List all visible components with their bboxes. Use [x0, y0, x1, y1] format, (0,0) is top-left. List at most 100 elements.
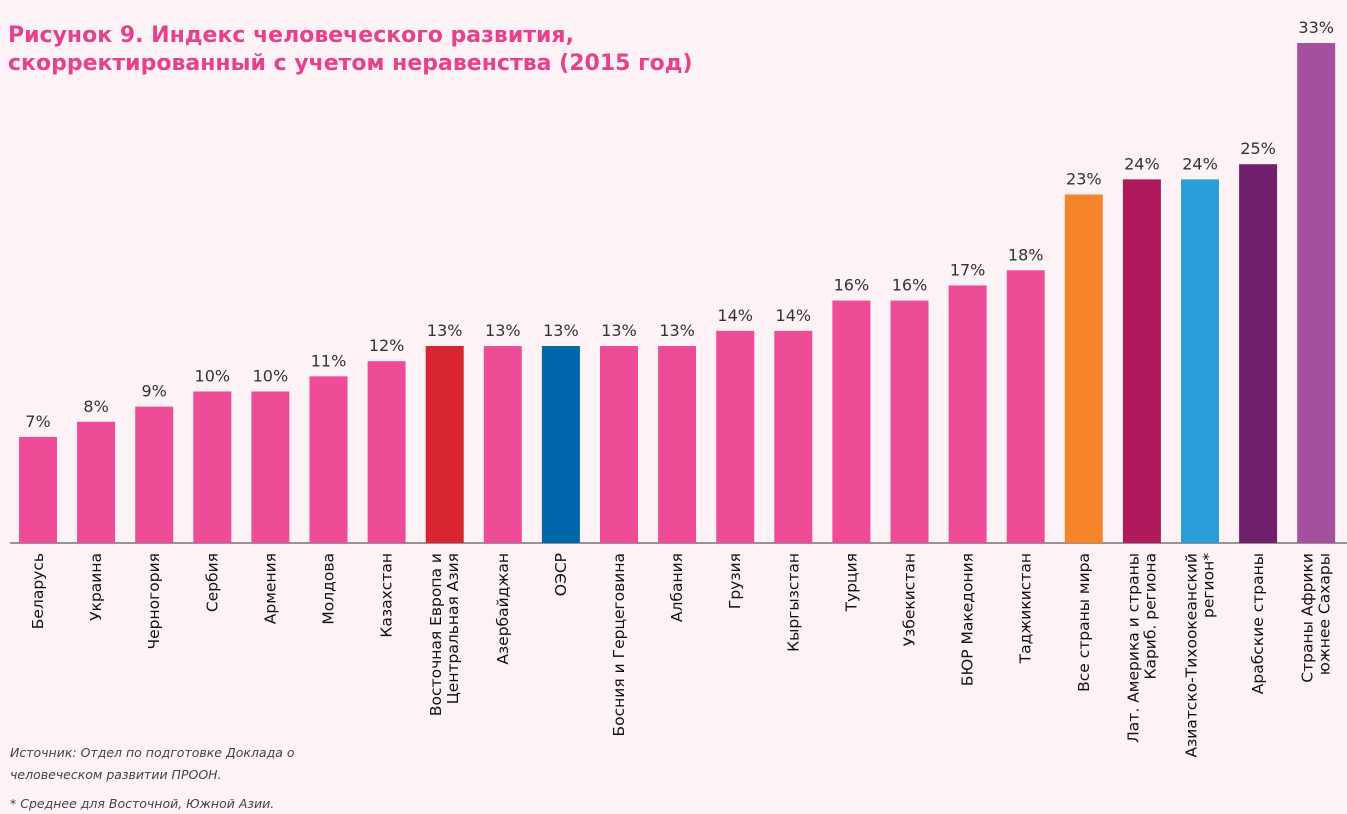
text-line: Армения — [261, 553, 279, 624]
value-label: 16% — [892, 276, 928, 295]
x-tick-label: Восточная Европа иЦентральная Азия — [427, 553, 462, 716]
text-line: Беларусь — [29, 553, 47, 629]
x-tick-label: Молдова — [319, 553, 337, 625]
text-line: Кыргызстан — [784, 553, 802, 652]
bar — [1297, 43, 1336, 543]
x-tick-label: Черногория — [145, 553, 163, 649]
text-line: Украина — [87, 553, 105, 621]
text-line: * Среднее для Восточной, Южной Азии. — [10, 796, 274, 811]
text-line: Молдова — [319, 553, 337, 625]
bar — [832, 300, 871, 543]
x-tick-label: Грузия — [726, 553, 744, 609]
value-label: 12% — [369, 336, 405, 355]
x-tick-label: Арабские страны — [1249, 553, 1267, 694]
text-line: Лат. Америка и страны — [1124, 553, 1142, 743]
text-line: Центральная Азия — [444, 553, 462, 704]
value-label: 14% — [776, 306, 812, 325]
text-line: скорректированный с учетом неравенства (… — [8, 51, 693, 76]
value-label: 24% — [1124, 154, 1160, 173]
bar — [948, 285, 987, 543]
bar — [77, 421, 116, 543]
text-line: Кариб. региона — [1141, 553, 1159, 680]
text-line: Арабские страны — [1249, 553, 1267, 694]
bar — [425, 346, 464, 543]
value-label: 14% — [717, 306, 753, 325]
text-line: Источник: Отдел по подготовке Доклада о — [10, 745, 295, 760]
text-line: БЮР Македония — [958, 553, 976, 686]
text-line: Босния и Герцеговина — [610, 553, 628, 736]
x-tick-label: Азербайджан — [493, 553, 511, 665]
text-line: Азербайджан — [493, 553, 511, 665]
text-line: Турция — [842, 553, 860, 612]
x-tick-label: Беларусь — [29, 553, 47, 629]
bar — [1006, 270, 1045, 543]
text-line: Все страны мира — [1074, 553, 1092, 692]
x-tick-label: Казахстан — [377, 553, 395, 638]
text-line: Таджикистан — [1016, 553, 1034, 664]
text-line: южнее Сахары — [1315, 553, 1333, 675]
value-label: 7% — [25, 412, 50, 431]
text-line: Албания — [668, 553, 686, 622]
x-tick-label: Албания — [668, 553, 686, 622]
x-tick-label: Азиатско-Тихоокеанскийрегион* — [1182, 553, 1217, 758]
text-line: Грузия — [726, 553, 744, 609]
bar — [716, 330, 755, 543]
text-line: Азиатско-Тихоокеанский — [1182, 553, 1200, 758]
bar — [600, 346, 638, 543]
value-label: 23% — [1066, 170, 1102, 189]
x-tick-label: Кыргызстан — [784, 553, 802, 652]
value-label: 16% — [834, 276, 870, 295]
bar — [309, 376, 348, 543]
value-label: 10% — [195, 366, 231, 385]
x-tick-label: Армения — [261, 553, 279, 624]
x-tick-label: Украина — [87, 553, 105, 621]
bar — [774, 330, 813, 543]
value-label: 33% — [1298, 18, 1334, 37]
text-line: Восточная Европа и — [427, 553, 445, 716]
bar — [1064, 194, 1103, 544]
bar — [483, 346, 522, 543]
source-note: Источник: Отдел по подготовке Доклада о ч… — [10, 745, 295, 782]
text-line: Черногория — [145, 553, 163, 649]
footnote: * Среднее для Восточной, Южной Азии. — [10, 796, 274, 811]
value-label: 13% — [427, 321, 463, 340]
value-label: 25% — [1240, 139, 1276, 158]
value-label: 13% — [601, 321, 637, 340]
x-tick-label: Все страны мира — [1074, 553, 1092, 692]
bar — [193, 391, 232, 543]
value-label: 24% — [1182, 154, 1218, 173]
x-tick-label: ОЭСР — [551, 553, 569, 596]
value-label: 13% — [543, 321, 579, 340]
value-label: 9% — [142, 382, 167, 401]
x-tick-label: Страны Африкиюжнее Сахары — [1298, 553, 1333, 683]
value-label: 13% — [485, 321, 521, 340]
text-line: человеческом развитии ПРООН. — [10, 767, 222, 782]
value-label: 18% — [1008, 245, 1044, 264]
bar — [135, 406, 174, 543]
text-line: Сербия — [203, 553, 221, 612]
value-label: 8% — [83, 397, 108, 416]
bar — [658, 346, 697, 543]
value-label: 11% — [311, 351, 347, 370]
text-line: ОЭСР — [551, 553, 569, 596]
bar — [19, 436, 57, 543]
bar — [367, 361, 406, 543]
bar — [541, 346, 580, 543]
bar — [251, 391, 290, 543]
x-tick-label: БЮР Македония — [958, 553, 976, 686]
x-tick-label: Сербия — [203, 553, 221, 612]
text-line: Узбекистан — [900, 553, 918, 646]
value-label: 13% — [659, 321, 695, 340]
bar — [890, 300, 929, 543]
text-line: Рисунок 9. Индекс человеческого развития… — [8, 23, 574, 48]
x-tick-label: Узбекистан — [900, 553, 918, 646]
bar — [1239, 164, 1278, 543]
text-line: Казахстан — [377, 553, 395, 638]
chart-title: Рисунок 9. Индекс человеческого развития… — [8, 23, 693, 76]
x-tick-label: Босния и Герцеговина — [610, 553, 628, 736]
text-line: Страны Африки — [1298, 553, 1316, 683]
value-label: 17% — [950, 260, 986, 279]
x-tick-label: Турция — [842, 553, 860, 612]
x-tick-label: Таджикистан — [1016, 553, 1034, 664]
